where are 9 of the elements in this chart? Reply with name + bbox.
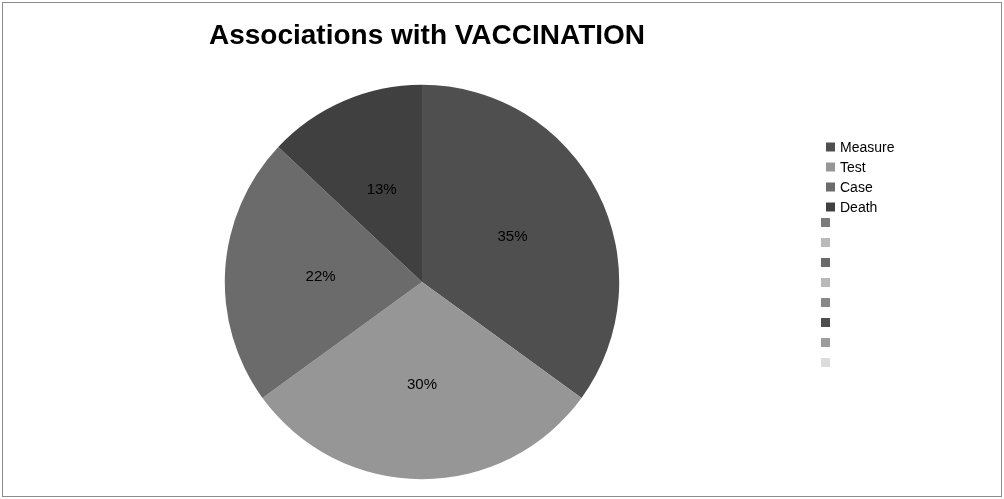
legend-label: Case (840, 179, 873, 195)
chart-title: Associations with VACCINATION (208, 18, 646, 50)
legend-label: Measure (840, 139, 895, 155)
legend-label: Test (840, 159, 866, 175)
data-label: 30% (406, 375, 438, 393)
legend-label: Death (840, 199, 878, 215)
data-label: 13% (366, 180, 397, 198)
data-label: 22% (305, 267, 336, 285)
data-label: 35% (497, 227, 528, 245)
